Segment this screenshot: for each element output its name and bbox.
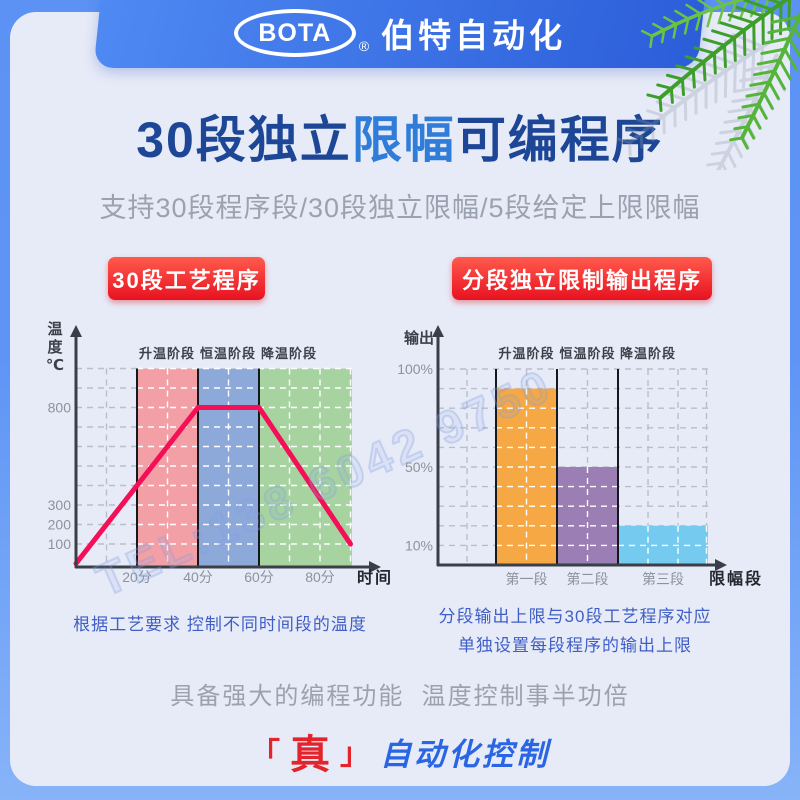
svg-text:输出: 输出	[404, 329, 434, 347]
svg-text:300: 300	[48, 497, 72, 513]
slogan-bracket-right: 」	[340, 738, 370, 771]
header-banner: BOTA ® 伯特自动化	[93, 0, 707, 68]
brand-name: 伯特自动化	[381, 17, 567, 54]
title-part1: 30段独立	[136, 112, 352, 168]
right-caption-line1: 分段输出上限与30段工艺程序对应	[438, 607, 712, 626]
bota-logo-oval: BOTA	[233, 9, 356, 57]
svg-text:60分: 60分	[244, 569, 274, 585]
svg-text:40分: 40分	[183, 569, 213, 585]
title-highlight: 限幅	[351, 112, 456, 168]
svg-text:50%: 50%	[405, 459, 433, 475]
svg-text:温: 温	[47, 321, 62, 338]
svg-text:80分: 80分	[305, 569, 335, 585]
svg-text:800: 800	[48, 400, 72, 416]
svg-text:限幅段: 限幅段	[709, 569, 763, 588]
badge-segment-limit: 分段独立限制输出程序	[452, 257, 712, 300]
left-chart-caption: 根据工艺要求 控制不同时间段的温度	[73, 615, 367, 634]
feature-statement: 具备强大的编程功能 温度控制事半功倍	[170, 683, 630, 710]
slogan-suffix: 自动化控制	[380, 736, 550, 772]
svg-text:100%: 100%	[397, 361, 433, 377]
svg-text:时间: 时间	[357, 568, 393, 587]
right-chart-caption: 分段输出上限与30段工艺程序对应 单独设置每段程序的输出上限	[420, 602, 730, 660]
title-part2: 可编程序	[455, 112, 664, 168]
svg-text:升温阶段: 升温阶段	[498, 346, 554, 361]
svg-text:第二段: 第二段	[567, 571, 609, 587]
svg-text:100: 100	[48, 536, 72, 552]
svg-text:第三段: 第三段	[642, 571, 684, 587]
svg-text:第一段: 第一段	[506, 571, 548, 587]
slogan: 「 真 」 自动化控制	[0, 722, 800, 780]
output-limit-bar-chart: 100% 50% 10% 第一段 第二段 第三段 升温阶段 恒温阶段 降温阶段限幅段 输出	[392, 312, 782, 592]
svg-text:降温阶段: 降温阶段	[261, 346, 317, 361]
slogan-emphasis: 真	[290, 733, 330, 777]
svg-text:10%: 10%	[405, 537, 433, 553]
right-caption-line2: 单独设置每段程序的输出上限	[458, 636, 692, 655]
svg-text:恒温阶段: 恒温阶段	[200, 346, 256, 361]
svg-text:降温阶段: 降温阶段	[620, 346, 676, 361]
subtitle: 支持30段程序段/30段独立限幅/5段给定上限限幅	[99, 193, 701, 223]
header-content: BOTA ® 伯特自动化	[98, 0, 702, 68]
svg-text:200: 200	[48, 517, 72, 533]
svg-text:度: 度	[47, 338, 63, 356]
slogan-bracket-left: 「	[250, 738, 280, 771]
badge-process-program: 30段工艺程序	[108, 257, 265, 300]
temperature-profile-chart: 800 300 200 100 20分 40分 60分 80分 升温阶段 恒温阶段 降温阶段时间 温度…	[28, 312, 398, 592]
svg-text:℃: ℃	[46, 357, 64, 374]
registered-trademark-icon: ®	[358, 38, 370, 54]
logo-text: BOTA	[258, 18, 332, 47]
svg-text:恒温阶段: 恒温阶段	[559, 346, 615, 361]
svg-text:升温阶段: 升温阶段	[139, 346, 195, 361]
page-title: 30段独立限幅可编程序	[0, 100, 800, 172]
svg-text:20分: 20分	[122, 569, 152, 585]
